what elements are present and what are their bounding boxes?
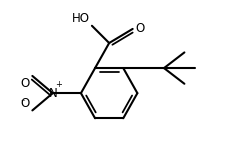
Text: +: + xyxy=(55,80,62,89)
Text: ⁻: ⁻ xyxy=(21,98,25,107)
Text: O: O xyxy=(21,97,30,110)
Text: HO: HO xyxy=(72,12,90,25)
Text: N: N xyxy=(49,87,58,100)
Text: O: O xyxy=(21,77,30,90)
Text: O: O xyxy=(135,22,144,35)
